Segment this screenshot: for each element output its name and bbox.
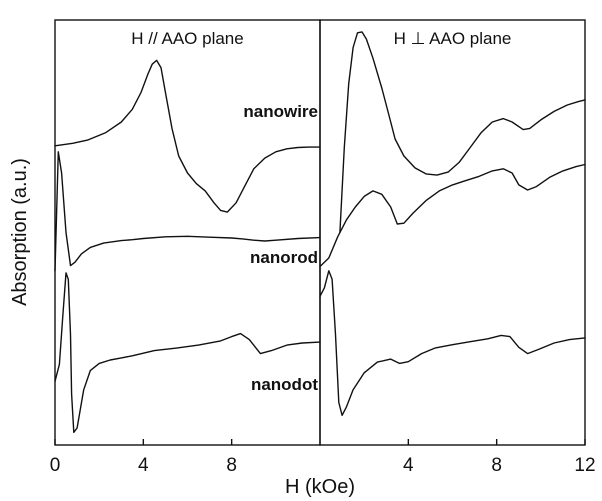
labels: nanowire nanorod nanodot xyxy=(243,102,318,394)
x-tick-label: 12 xyxy=(574,455,595,476)
curve-panel2-1 xyxy=(339,31,586,234)
x-axis-ticks: 0 4 8 4 8 12 xyxy=(50,439,596,476)
series-label-nanodot: nanodot xyxy=(251,375,318,394)
x-tick-label: 4 xyxy=(138,455,149,476)
x-tick-label: 4 xyxy=(403,455,414,476)
curves xyxy=(54,31,586,433)
curve-panel2-2 xyxy=(319,163,586,268)
left-panel-title: H // AAO plane xyxy=(131,29,243,48)
x-tick-label: 8 xyxy=(491,455,502,476)
series-label-nanowire: nanowire xyxy=(243,102,318,121)
curve-panel1-1 xyxy=(54,59,321,213)
curve-panel1-2 xyxy=(54,151,321,272)
series-label-nanorod: nanorod xyxy=(250,248,318,267)
curve-panel2-3 xyxy=(319,270,586,416)
x-axis-title: H (kOe) xyxy=(285,476,355,498)
right-panel-title: H ⊥ AAO plane xyxy=(394,29,512,48)
curve-panel1-3 xyxy=(54,272,321,433)
y-axis-title: Absorption (a.u.) xyxy=(9,158,31,306)
x-tick-label: 0 xyxy=(50,455,61,476)
right-panel-frame xyxy=(319,19,586,446)
x-tick-label: 8 xyxy=(226,455,237,476)
